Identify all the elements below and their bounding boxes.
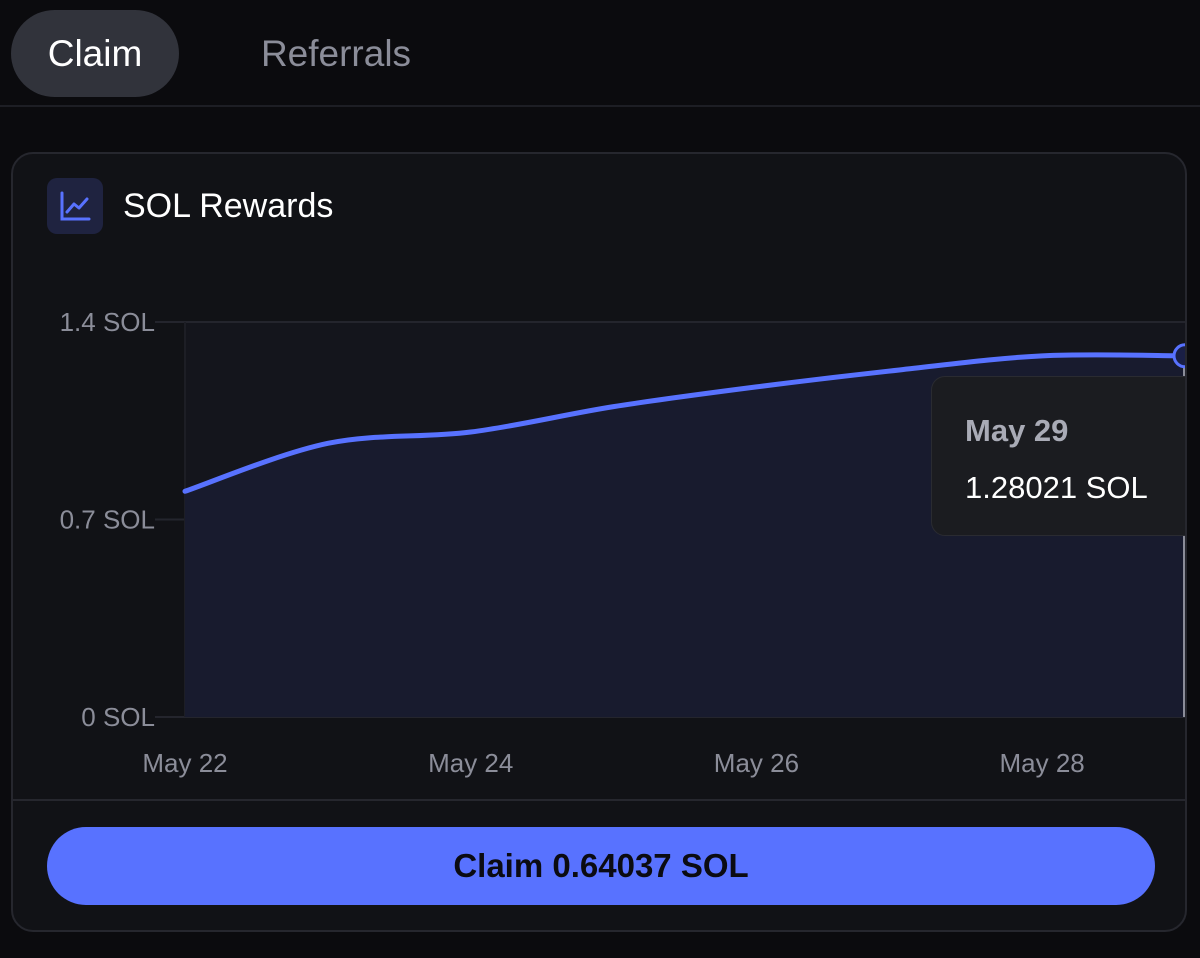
claim-button[interactable]: Claim 0.64037 SOL xyxy=(47,827,1155,905)
card-header: SOL Rewards xyxy=(47,178,333,234)
series-line xyxy=(182,352,1185,494)
tooltip-value: 1.28021 SOL xyxy=(965,470,1148,505)
chart-tooltip: May 29 1.28021 SOL xyxy=(931,376,1185,536)
divider xyxy=(13,799,1185,801)
x-tick-label: May 26 xyxy=(714,748,799,778)
card-title: SOL Rewards xyxy=(123,186,334,225)
x-tick-label: May 24 xyxy=(428,748,513,778)
rewards-card: SOL Rewards 0 SOL 0.7 SOL 1.4 SOL May 22 May… xyxy=(11,152,1187,932)
highlighted-point xyxy=(1172,343,1185,369)
tab-claim[interactable]: Claim xyxy=(11,10,179,97)
y-tick-label: 0 SOL xyxy=(81,702,155,732)
tooltip-date: May 29 xyxy=(965,413,1069,448)
y-tick-label: 0.7 SOL xyxy=(60,505,155,535)
tab-referrals[interactable]: Referrals xyxy=(260,32,412,74)
x-tick-label: May 22 xyxy=(142,748,227,778)
line-chart-icon xyxy=(47,178,103,234)
y-tick-label: 1.4 SOL xyxy=(60,307,155,337)
tab-bar: Claim Referrals xyxy=(0,0,1200,107)
x-tick-label: May 28 xyxy=(1000,748,1085,778)
